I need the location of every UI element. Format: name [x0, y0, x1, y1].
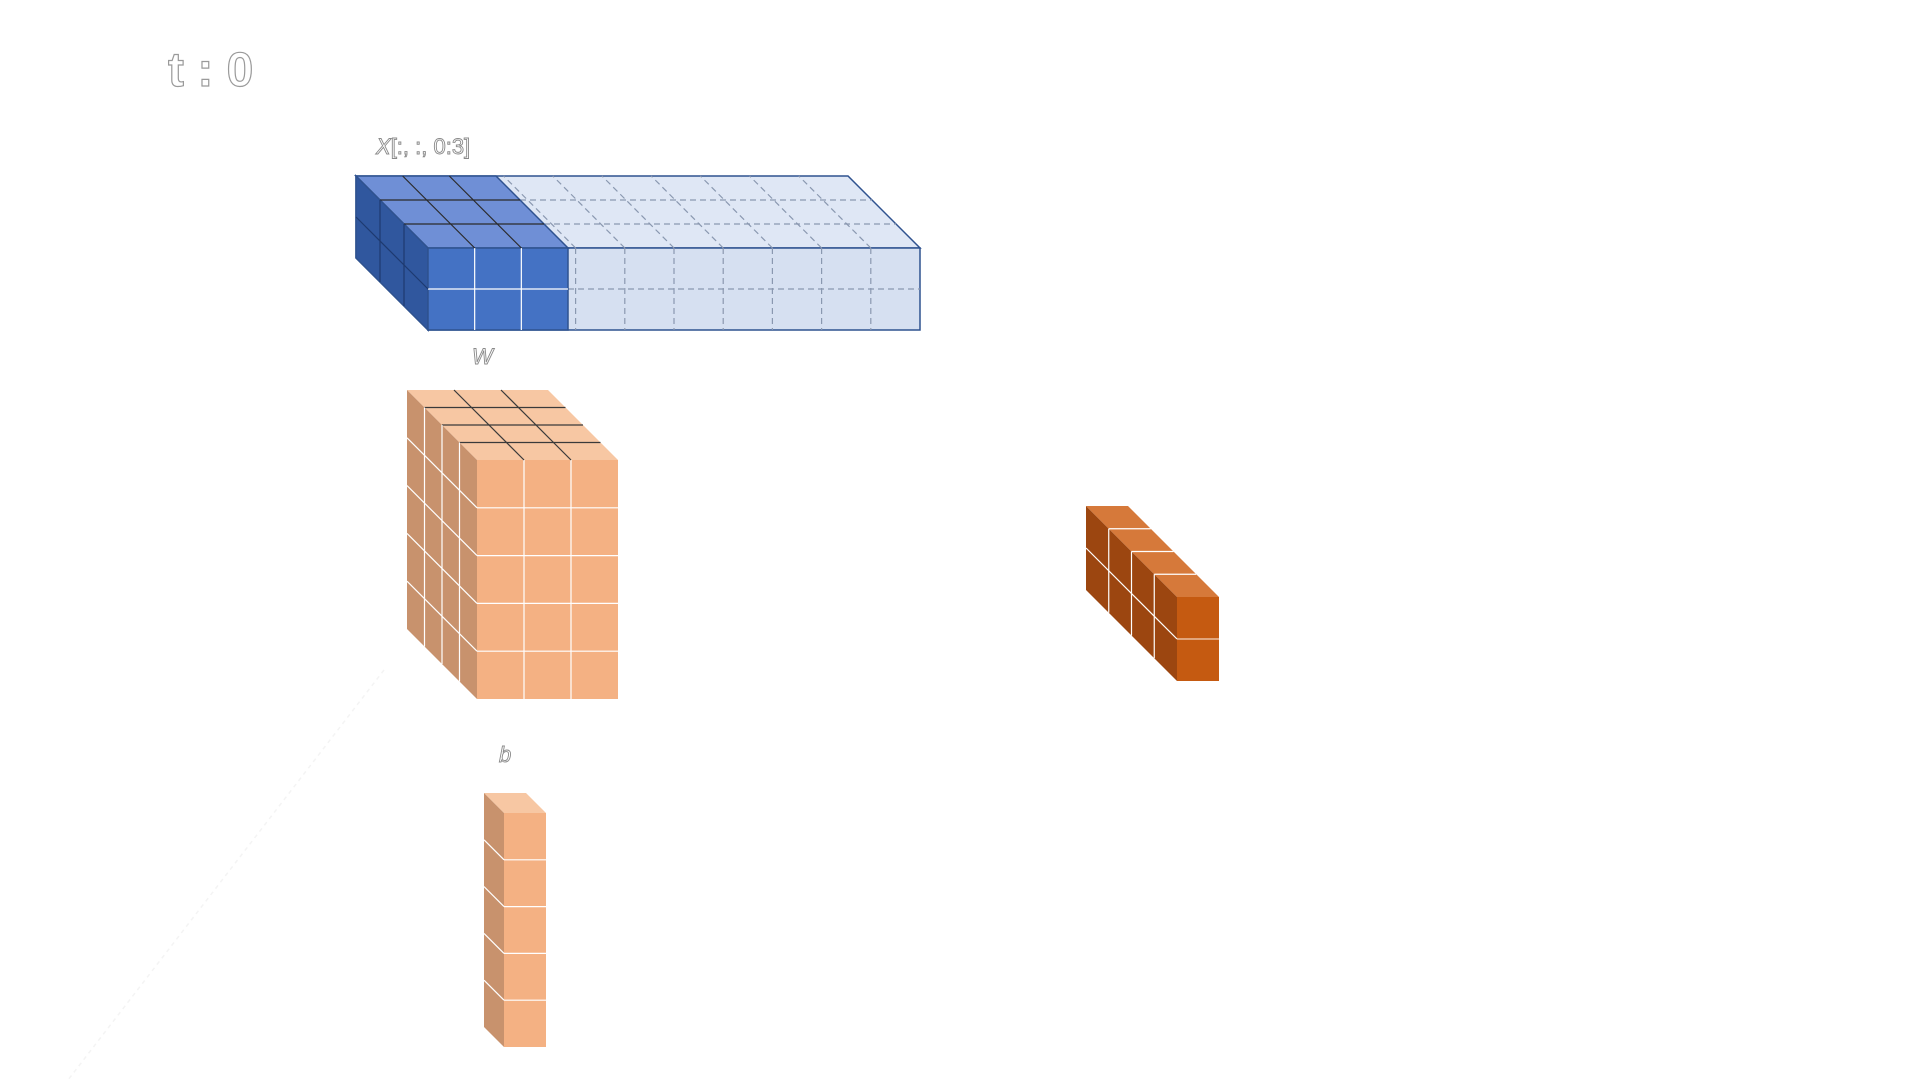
x-rest-top-grid-a	[650, 175, 724, 249]
x-slice-top-grid-a	[448, 175, 522, 249]
w-front-face	[477, 460, 618, 699]
bias-block	[483, 793, 546, 1047]
x-rest-top-grid-a	[552, 175, 626, 249]
x-slice-label: X[:, :, 0:3]	[375, 134, 470, 159]
x-rest-top-grid-a	[699, 175, 773, 249]
b-side-grid-h	[483, 979, 505, 1001]
w-side-grid-h	[406, 580, 478, 652]
x-label-name: X	[375, 134, 392, 159]
w-label: W	[472, 344, 495, 369]
x-rest-top-grid-a	[798, 175, 872, 249]
output-block	[1085, 506, 1219, 681]
x-rest-top-grid-a	[503, 175, 577, 249]
w-side-grid-h	[406, 437, 478, 509]
b-side-grid-h	[483, 839, 505, 861]
x-rest-top-grid-a	[749, 175, 823, 249]
b-top-face	[484, 793, 546, 813]
x-label-suffix: [:, :, 0:3]	[391, 134, 470, 159]
x-slice-side-grid-h	[355, 216, 429, 290]
x-input-slice-block	[354, 174, 570, 332]
time-step-label: t : 0	[168, 44, 253, 97]
w-side-grid-h	[406, 532, 478, 604]
b-side-grid-h	[483, 886, 505, 908]
b-label: b	[499, 742, 511, 767]
connector-line	[67, 669, 385, 1080]
b-side-face	[484, 793, 504, 1047]
weights-block	[406, 389, 618, 699]
w-side-grid-h	[406, 485, 478, 557]
x-rest-top-grid-a	[601, 175, 675, 249]
b-side-grid-h	[483, 932, 505, 954]
b-front-face	[504, 813, 546, 1047]
output-side-grid-h	[1085, 547, 1178, 640]
x-slice-top-grid-a	[402, 175, 476, 249]
